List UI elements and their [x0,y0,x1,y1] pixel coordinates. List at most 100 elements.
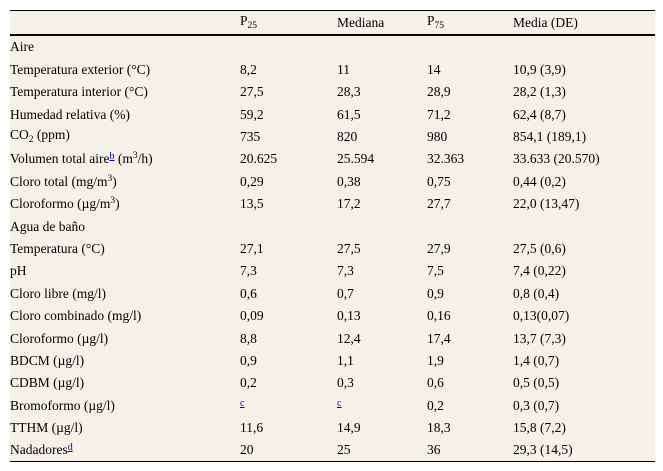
table-row: CDBM (µg/l) 0,2 0,3 0,6 0,5 (0,5) [10,372,655,394]
table-row: BDCM (µg/l) 0,9 1,1 1,9 1,4 (0,7) [10,349,655,371]
table-row: Nadadoresd 20 25 36 29,3 (14,5) [10,439,655,462]
row-label: Cloro libre (mg/l) [10,285,106,301]
table-row: Cloroformo (µg/m3) 13,5 17,2 27,7 22,0 (13,4… [10,193,655,215]
cell-p75: 7,5 [427,263,444,279]
row-label: CDBM (µg/l) [10,375,85,391]
table-row: CO2 (ppm) 735 820 980 854,1 (189,1) [10,126,655,148]
group-row: Agua de baño [10,215,655,237]
row-label: Volumen total aireb (m3/h) [10,151,153,167]
cell-p25: 20.625 [240,151,278,167]
cell-media-de: 0,8 (0,4) [513,285,560,301]
table-row: Cloro total (mg/m3) 0,29 0,38 0,75 0,44 (0,2… [10,170,655,192]
column-header-variables [10,10,240,36]
row-label: Cloroformo (µg/m3) [10,196,120,212]
cell-p75: 0,2 [427,397,444,413]
cell-mediana: 14,9 [337,420,361,436]
group-label: Agua de baño [10,218,85,234]
row-label: Cloro combinado (mg/l) [10,308,142,324]
cell-mediana: 27,5 [337,240,361,256]
table-body: Aire Temperatura exterior (°C) 8,2 11 14 10,9… [10,35,655,462]
cell-mediana: 0,3 [337,375,354,391]
cell-media-de: 0,3 (0,7) [513,397,560,413]
column-header-mediana: Mediana [337,10,427,36]
cell-p75: 18,3 [427,420,451,436]
cell-mediana: 61,5 [337,106,361,122]
cell-p25: 13,5 [240,196,264,212]
cell-p25: 11,6 [240,420,264,436]
cell-media-de: 7,4 (0,22) [513,263,566,279]
row-label: Cloro total (mg/m3) [10,173,117,189]
sup-text: 3 [132,151,138,162]
table-row: Humedad relativa (%) 59,2 61,5 71,2 62,4 (8,… [10,103,655,125]
cell-media-de: 33.633 (20.570) [513,151,600,167]
cell-p75: 980 [427,129,448,144]
cell-mediana: 17,2 [337,196,361,212]
group-label: Aire [10,39,34,55]
table-row: TTHM (µg/l) 11,6 14,9 18,3 15,8 (7,2) [10,417,655,439]
row-label: Temperatura interior (°C) [10,84,148,100]
cell-p25: 27,1 [240,240,264,256]
cell-mediana: 11 [337,61,350,77]
cell-mediana: c [337,394,427,416]
footnote-link-c[interactable]: c [240,397,245,409]
column-header-p25: P25 [240,10,337,36]
cell-media-de: 29,3 (14,5) [513,442,573,458]
cell-media-de: 13,7 (7,3) [513,330,566,346]
sup-text: 3 [107,173,113,184]
cell-p25: 8,2 [240,61,257,77]
cell-p75: 17,4 [427,330,451,346]
footnote-link-b[interactable]: b [109,151,115,163]
cell-p75: 28,9 [427,84,451,100]
cell-media-de: 0,13(0,07) [513,308,570,324]
stats-table-container: P25 Mediana P75 Media (DE) Aire Temperatura … [10,10,655,463]
cell-p75: 32.363 [427,151,465,167]
row-label: pH [10,263,27,279]
row-label: Temperatura (°C) [10,240,105,256]
cell-mediana: 7,3 [337,263,354,279]
cell-p25: 59,2 [240,106,264,122]
cell-media-de: 27,5 (0,6) [513,240,566,256]
table-row: Temperatura (°C) 27,1 27,5 27,9 27,5 (0,6) [10,238,655,260]
cell-p75: 36 [427,442,441,458]
cell-media-de: 22,0 (13,47) [513,196,580,212]
cell-mediana: 28,3 [337,84,361,100]
sub-text: 25 [247,20,258,31]
cell-p25: 7,3 [240,263,257,279]
table-row: Temperatura exterior (°C) 8,2 11 14 10,9 (3,… [10,58,655,80]
cell-p25: 0,6 [240,285,257,301]
table-header: P25 Mediana P75 Media (DE) [10,10,655,36]
cell-media-de: 28,2 (1,3) [513,84,566,100]
cell-p75: 0,16 [427,308,451,324]
cell-p75: 0,75 [427,173,451,189]
column-header-p75: P75 [427,10,513,36]
row-label: CO2 (ppm) [10,127,70,145]
cell-media-de: 0,44 (0,2) [513,173,566,189]
footnote-link-d[interactable]: d [67,442,73,454]
cell-p25: 0,29 [240,173,264,189]
cell-p25: c [240,394,337,416]
footnote-link-c[interactable]: c [337,397,342,409]
cell-mediana: 25.594 [337,151,375,167]
table-row: pH 7,3 7,3 7,5 7,4 (0,22) [10,260,655,282]
cell-p25: 0,9 [240,352,257,368]
cell-p75: 14 [427,61,441,77]
row-label: Temperatura exterior (°C) [10,61,151,77]
row-label: Cloroformo (µg/l) [10,330,109,346]
sub-text: 75 [434,20,445,31]
cell-mediana: 1,1 [337,352,354,368]
cell-p75: 0,9 [427,285,444,301]
row-label: Bromoformo (µg/l) [10,397,115,413]
table-row: Volumen total aireb (m3/h) 20.625 25.594 32… [10,148,655,170]
cell-media-de: 1,4 (0,7) [513,352,560,368]
table-row: Cloroformo (µg/l) 8,8 12,4 17,4 13,7 (7,3) [10,327,655,349]
row-label: Humedad relativa (%) [10,106,130,122]
cell-media-de: 10,9 (3,9) [513,61,566,77]
cell-mediana: 12,4 [337,330,361,346]
cell-media-de: 854,1 (189,1) [513,129,587,144]
cell-media-de: 0,5 (0,5) [513,375,560,391]
cell-p75: 27,7 [427,196,451,212]
cell-mediana: 0,7 [337,285,354,301]
cell-p75: 1,9 [427,352,444,368]
cell-p75: 27,9 [427,240,451,256]
